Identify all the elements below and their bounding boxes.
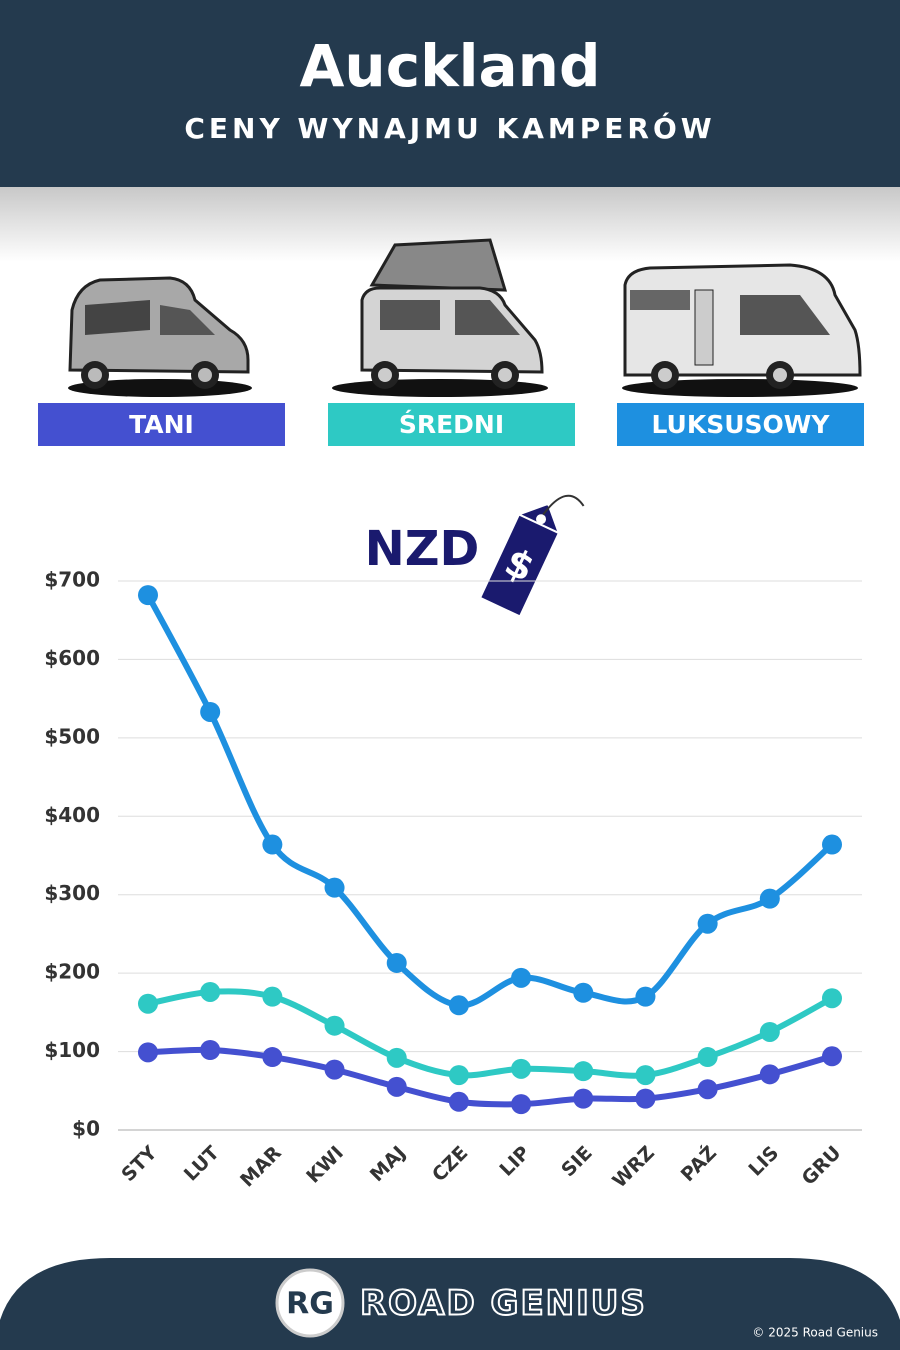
data-point xyxy=(386,952,407,973)
data-point xyxy=(262,834,283,855)
data-point xyxy=(324,877,345,898)
legend-label: TANI xyxy=(129,410,194,439)
y-tick-label: $100 xyxy=(44,1038,100,1062)
legend: TANI ŚREDNI LUKSUSOWY xyxy=(38,403,864,446)
data-point xyxy=(138,585,158,606)
data-point xyxy=(759,1021,780,1042)
data-point xyxy=(324,1015,345,1036)
data-point xyxy=(511,967,532,988)
legend-swatch xyxy=(328,403,575,446)
data-point xyxy=(573,982,594,1003)
data-point xyxy=(386,1076,407,1097)
header-band xyxy=(0,0,900,187)
y-tick-label: $500 xyxy=(44,724,100,748)
data-point xyxy=(573,1088,594,1109)
legend-label: LUKSUSOWY xyxy=(652,410,831,439)
van-icon xyxy=(622,263,862,397)
price-tag: $ xyxy=(478,494,585,618)
data-point xyxy=(697,913,718,934)
data-point xyxy=(635,1088,656,1109)
data-point xyxy=(324,1059,345,1080)
data-point xyxy=(200,701,221,722)
data-point xyxy=(697,1047,718,1068)
data-point xyxy=(635,1065,656,1086)
logo-circle xyxy=(275,1268,345,1338)
data-point xyxy=(759,888,780,909)
y-tick-label: $200 xyxy=(44,960,100,984)
data-point xyxy=(138,1042,158,1063)
van-icon xyxy=(332,238,548,397)
data-point xyxy=(262,1047,283,1068)
data-point xyxy=(200,981,221,1002)
brand: ROAD GENIUS xyxy=(360,1284,647,1324)
currency-label: NZD xyxy=(365,521,480,577)
data-point xyxy=(448,1091,469,1112)
data-point xyxy=(386,1047,407,1068)
copyright: © 2025 Road Genius xyxy=(752,1326,878,1340)
data-point xyxy=(511,1094,532,1115)
data-point xyxy=(822,988,842,1009)
van-icon xyxy=(68,276,252,397)
y-tick-label: $700 xyxy=(44,568,100,592)
data-point xyxy=(262,986,283,1007)
data-point xyxy=(759,1064,780,1085)
data-point xyxy=(448,1065,469,1086)
title: Auckland xyxy=(300,32,601,100)
data-point xyxy=(822,1046,842,1067)
subtitle: CENY WYNAJMU KAMPERÓW xyxy=(184,111,715,145)
data-point xyxy=(573,1061,594,1082)
data-point xyxy=(697,1079,718,1100)
data-point xyxy=(511,1058,532,1079)
legend-label: ŚREDNI xyxy=(399,409,504,439)
y-tick-label: $600 xyxy=(44,646,100,670)
data-point xyxy=(822,834,842,855)
footer-band xyxy=(0,1258,900,1350)
data-point xyxy=(448,995,469,1016)
legend-swatch xyxy=(38,403,285,446)
y-tick-label: $0 xyxy=(72,1117,100,1141)
logo: RG xyxy=(286,1287,334,1322)
data-point xyxy=(138,993,158,1014)
data-point xyxy=(635,986,656,1007)
y-tick-label: $300 xyxy=(44,881,100,905)
data-point xyxy=(200,1040,221,1061)
y-tick-label: $400 xyxy=(44,803,100,827)
legend-swatch xyxy=(617,403,864,446)
